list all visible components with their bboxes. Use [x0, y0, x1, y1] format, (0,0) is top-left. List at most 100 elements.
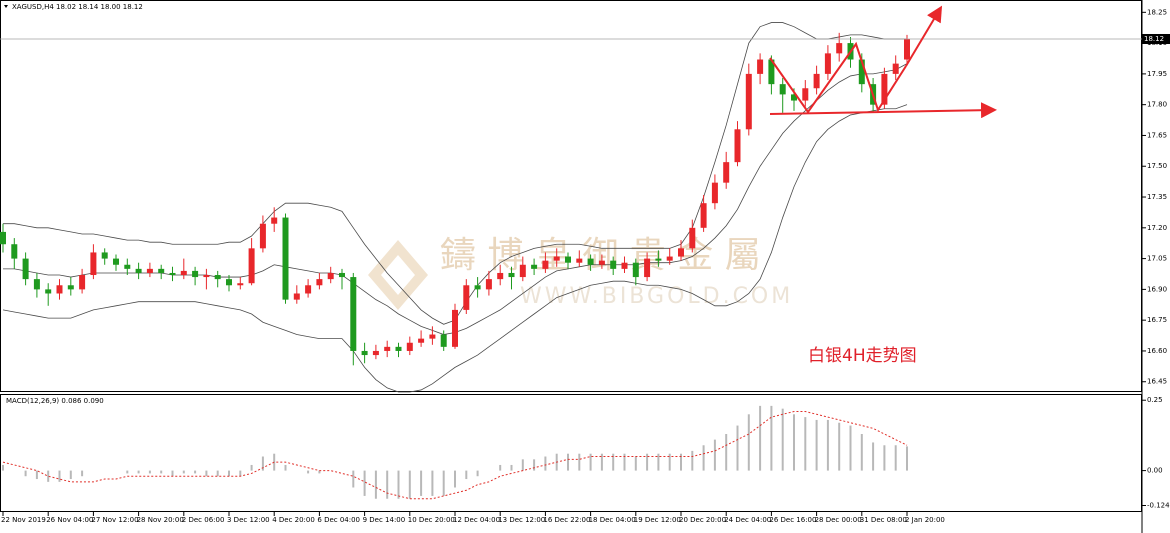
- x-tick-label: 3 Dec 12:00: [227, 516, 270, 524]
- candle-body: [56, 285, 63, 294]
- candle-body: [519, 264, 526, 278]
- candle-body: [305, 285, 312, 294]
- candle-body: [892, 63, 899, 74]
- candle-body: [282, 217, 289, 300]
- candle-body: [452, 309, 458, 347]
- candle-body: [734, 129, 741, 163]
- candle-body: [836, 43, 843, 54]
- x-tick-label: 31 Dec 08:00: [860, 516, 907, 524]
- candle-body: [124, 264, 131, 269]
- candle-body: [259, 223, 266, 249]
- x-tick-label: 27 Nov 12:00: [91, 516, 138, 524]
- price-pane: [0, 0, 1142, 392]
- x-tick-label: 2 Jan 20:00: [905, 516, 945, 524]
- candle-body: [90, 252, 97, 276]
- y-tick-label: 17.50: [1147, 162, 1167, 170]
- candle-body: [678, 248, 684, 257]
- bollinger-lower: [2, 104, 908, 393]
- y-tick-label: 17.80: [1147, 101, 1167, 109]
- candle-body: [293, 293, 300, 300]
- y-tick-label: 17.95: [1147, 70, 1167, 78]
- candle-body: [406, 342, 413, 351]
- last-price-label: 18.12: [1144, 35, 1164, 43]
- y-tick-label: 0.00: [1147, 467, 1163, 475]
- candle-body: [666, 256, 673, 261]
- watermark-logo: [368, 240, 428, 310]
- x-tick-label: 4 Dec 20:00: [272, 516, 315, 524]
- watermark: 鑄 博 皇 御 貴 金 屬: [440, 235, 761, 276]
- candle-body: [192, 270, 199, 278]
- candle-body: [632, 262, 639, 278]
- candle-body: [429, 334, 436, 339]
- y-tick-label: 18.25: [1147, 8, 1167, 16]
- candle-body: [542, 260, 549, 269]
- candle-body: [802, 88, 809, 101]
- candle-body: [904, 38, 910, 60]
- candle-body: [214, 275, 221, 280]
- candle-body: [745, 73, 752, 130]
- candle-body: [203, 275, 210, 278]
- x-tick-label: 19 Dec 12:00: [634, 516, 681, 524]
- candle-body: [327, 272, 334, 280]
- caption: 白银4H走势图: [808, 346, 917, 366]
- candle-body: [723, 162, 730, 183]
- x-tick-label: 28 Nov 20:00: [137, 516, 184, 524]
- candle-body: [45, 289, 52, 294]
- y-tick-label: 0.25: [1147, 396, 1163, 404]
- x-tick-label: 26 Dec 16:00: [769, 516, 816, 524]
- candle-body: [768, 59, 775, 85]
- candle-body: [146, 268, 153, 273]
- candle-body: [655, 258, 662, 261]
- candle-body: [33, 279, 40, 290]
- chart-title: XAGUSD,H4 18.02 18.14 18.00 18.12: [12, 3, 143, 11]
- x-tick-label: 10 Dec 20:00: [408, 516, 455, 524]
- x-tick-label: 13 Dec 12:00: [498, 516, 545, 524]
- x-tick-label: 26 Nov 04:00: [46, 516, 93, 524]
- y-tick-label: 16.60: [1147, 347, 1167, 355]
- candle-body: [316, 279, 323, 286]
- candle-body: [700, 203, 707, 228]
- candle-body: [621, 262, 628, 269]
- x-tick-label: 16 Dec 22:00: [543, 516, 590, 524]
- candle-body: [565, 256, 571, 263]
- candle-body: [576, 258, 583, 263]
- y-tick-label: 17.65: [1147, 131, 1167, 139]
- x-tick-label: 12 Dec 04:00: [453, 516, 500, 524]
- candle-body: [169, 272, 176, 276]
- candle-body: [339, 272, 345, 278]
- candle-body: [779, 84, 786, 95]
- y-tick-label: 17.20: [1147, 224, 1167, 232]
- candle-body: [271, 217, 278, 224]
- candle-body: [248, 248, 255, 284]
- candle-body: [372, 350, 379, 356]
- macd-pane: [0, 394, 1142, 512]
- candle-body: [395, 346, 402, 351]
- candle-body: [180, 270, 187, 276]
- candle-body: [485, 279, 492, 290]
- x-tick-label: 24 Dec 04:00: [724, 516, 771, 524]
- candle-body: [237, 283, 244, 286]
- candle-body: [463, 285, 470, 310]
- candle-body: [813, 73, 820, 89]
- candle-body: [644, 258, 651, 278]
- candle-body: [531, 264, 538, 269]
- candle-body: [418, 338, 425, 343]
- candle-body: [113, 258, 119, 265]
- candle-body: [497, 272, 504, 280]
- candle-body: [858, 59, 865, 85]
- x-tick-label: 2 Dec 06:00: [182, 516, 225, 524]
- candle-body: [598, 260, 605, 265]
- last-price-box: [1142, 33, 1170, 44]
- candle-body: [79, 275, 86, 290]
- x-tick-label: 20 Dec 20:00: [679, 516, 726, 524]
- candle-body: [474, 285, 481, 290]
- candle-body: [101, 252, 108, 259]
- y-tick-label: 16.75: [1147, 316, 1167, 324]
- y-tick-label: 17.35: [1147, 193, 1167, 201]
- candle-body: [226, 279, 232, 286]
- candle-body: [553, 256, 560, 261]
- x-tick-label: 22 Nov 2019: [1, 516, 46, 524]
- candle-body: [610, 260, 617, 269]
